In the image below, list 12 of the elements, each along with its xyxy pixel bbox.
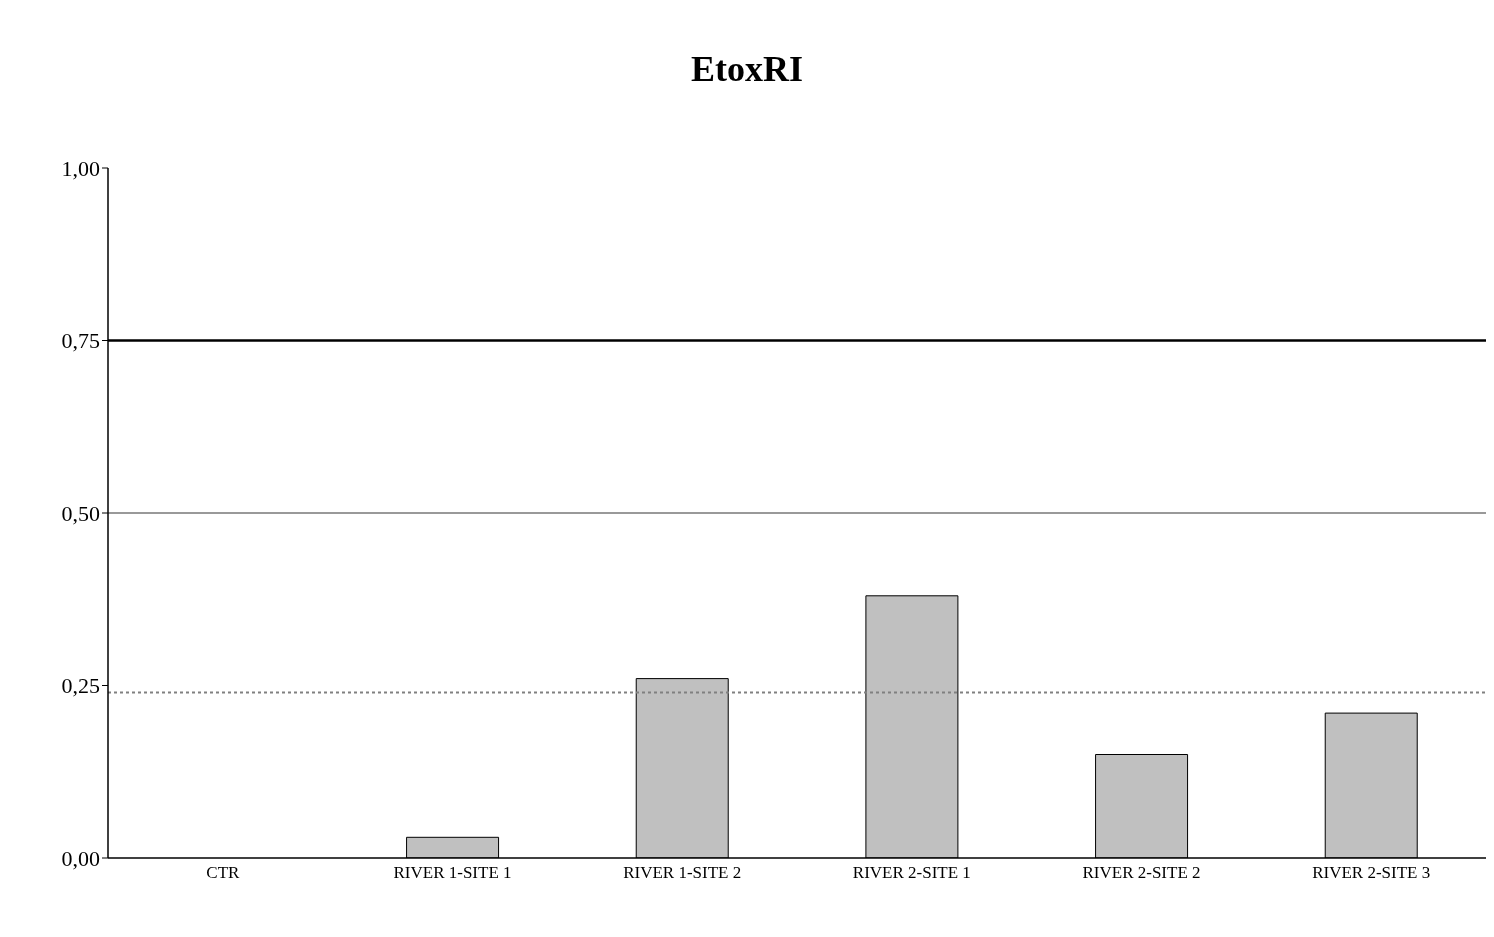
y-tick-label: 0,25	[61, 673, 100, 699]
y-tick-label: 0,75	[61, 328, 100, 354]
y-tick-label: 1,00	[61, 155, 100, 181]
x-tick-label: RIVER 1-SITE 2	[623, 863, 742, 883]
x-tick-label: CTR	[206, 863, 241, 883]
chart-title: EtoxRI	[690, 48, 804, 91]
y-tick-label: 0,50	[61, 500, 100, 526]
x-tick-label: RIVER 2-SITE 1	[852, 863, 971, 883]
y-tick-label: 0,00	[61, 845, 100, 871]
x-tick-label: RIVER 2-SITE 2	[1082, 863, 1201, 883]
x-tick-label: RIVER 2-SITE 3	[1312, 863, 1431, 883]
x-tick-label: RIVER 1-SITE 1	[393, 863, 512, 883]
